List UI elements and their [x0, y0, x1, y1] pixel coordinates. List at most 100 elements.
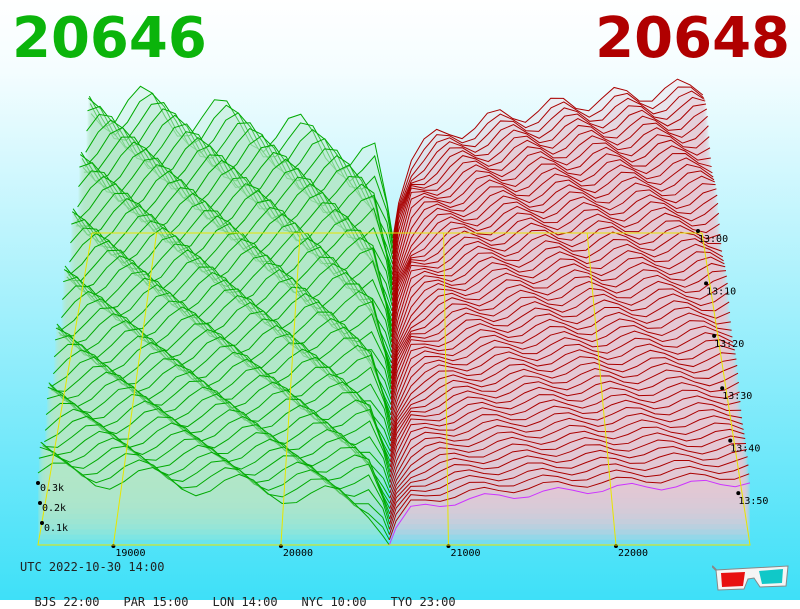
ask-price: 20648: [595, 6, 790, 71]
bid-depth-line: [40, 441, 390, 530]
time-tick-label: 13:10: [706, 286, 736, 297]
bid-depth-line: [77, 175, 393, 317]
price-tick-label: 19000: [115, 548, 145, 559]
bid-depth-line: [61, 285, 392, 405]
ask-depth-line: [392, 115, 708, 270]
ask-depth-line: [392, 86, 704, 244]
bid-depth-line: [58, 313, 392, 426]
bid-depth-line: [70, 227, 392, 358]
ask-depth-line: [389, 352, 736, 452]
bid-depth-line: [82, 141, 393, 286]
ask-depth-line: [392, 96, 706, 254]
bid-depth-area: [38, 463, 390, 545]
bid-depth-line: [50, 371, 391, 473]
ask-depth-line: [391, 212, 720, 343]
ask-depth-line: [391, 188, 717, 327]
ask-depth-line: [389, 449, 747, 525]
bid-depth-line: [63, 269, 392, 395]
clock-lon: LON 14:00: [212, 595, 278, 609]
bid-depth-area: [89, 96, 393, 249]
ask-depth-area: [391, 238, 722, 363]
price-gridline: [112, 232, 158, 546]
bid-depth-area: [84, 127, 393, 275]
ask-depth-line: [392, 108, 708, 265]
ask-depth-area: [389, 480, 750, 545]
depth-tick: [38, 501, 42, 505]
ask-depth-area: [392, 91, 705, 249]
3d-glasses-icon[interactable]: [712, 560, 792, 592]
ask-depth-area: [392, 176, 715, 317]
ask-depth-line: [390, 282, 728, 400]
ask-depth-line: [389, 364, 738, 462]
bid-depth-area: [61, 291, 391, 410]
bid-depth-area: [66, 255, 392, 379]
utc-time: UTC 2022-10-30 14:00: [20, 560, 165, 574]
bid-depth-line: [55, 327, 392, 442]
world-clocks: BJS 22:00 PAR 15:00 LON 14:00 NYC 10:00 TYO …: [20, 581, 480, 609]
ask-depth-line: [389, 344, 735, 447]
time-tick: [704, 281, 709, 286]
ask-depth-area: [392, 153, 712, 296]
time-tick-label: 13:40: [730, 444, 760, 455]
ask-depth-line: [388, 464, 749, 535]
bid-depth-area: [42, 431, 390, 519]
depth-tick: [36, 481, 40, 485]
ask-depth-line: [390, 332, 734, 436]
price-tick-label: 22000: [618, 548, 648, 559]
ask-depth-area: [391, 251, 724, 374]
bid-depth-area: [72, 211, 392, 348]
bid-depth-area: [38, 454, 390, 540]
ask-depth-line: [390, 300, 730, 410]
bid-depth-line: [88, 96, 394, 249]
bid-depth-line: [78, 170, 393, 312]
bid-depth-area: [73, 208, 392, 343]
bid-depth-line: [68, 240, 392, 369]
bid-depth-line: [84, 126, 393, 275]
bid-depth-area: [44, 416, 390, 509]
clock-tyo: TYO 23:00: [390, 595, 456, 609]
ask-depth-line: [389, 372, 739, 468]
ask-depth-line: [390, 243, 724, 369]
ask-depth-line: [391, 145, 711, 291]
ask-depth-area: [390, 300, 730, 410]
time-tick: [720, 386, 725, 391]
time-tick-label: 13:00: [698, 234, 728, 245]
bid-depth-line: [67, 249, 392, 374]
bid-depth-area: [43, 424, 390, 514]
ask-depth-line: [390, 312, 731, 421]
ask-depth-line: [390, 251, 724, 374]
bid-depth-line: [53, 343, 391, 452]
bid-depth-area: [46, 403, 390, 499]
depth-tick-label: 0.3k: [40, 483, 64, 494]
ask-depth-line: [389, 409, 743, 494]
ask-depth-line: [390, 339, 735, 442]
bid-depth-line: [44, 408, 391, 504]
bid-depth-line: [88, 97, 394, 254]
bid-depth-line: [42, 430, 391, 520]
ask-depth-line: [391, 139, 711, 286]
bid-depth-line: [89, 92, 394, 244]
ask-depth-line: [390, 262, 726, 384]
bid-depth-area: [81, 152, 393, 296]
ask-depth-area: [389, 449, 747, 525]
ask-depth-area: [391, 276, 727, 395]
bid-depth-line: [46, 394, 391, 494]
time-tick: [736, 491, 741, 496]
ask-depth-area: [392, 97, 706, 254]
ask-depth-area: [391, 283, 728, 400]
bid-depth-line: [41, 437, 391, 525]
ask-depth-line: [391, 163, 714, 306]
ask-depth-area: [391, 244, 723, 369]
ask-depth-line: [389, 428, 745, 509]
ask-depth-line: [389, 415, 743, 499]
ask-depth-line: [390, 275, 727, 395]
ask-depth-line: [389, 389, 740, 478]
time-tick: [728, 438, 733, 443]
ask-depth-area: [389, 415, 743, 499]
bid-depth-line: [39, 446, 390, 535]
bid-depth-area: [41, 438, 390, 525]
time-tick-label: 13:20: [714, 339, 744, 350]
ask-depth-area: [390, 292, 729, 405]
price-gridline: [280, 232, 301, 546]
bid-depth-line: [56, 323, 392, 436]
